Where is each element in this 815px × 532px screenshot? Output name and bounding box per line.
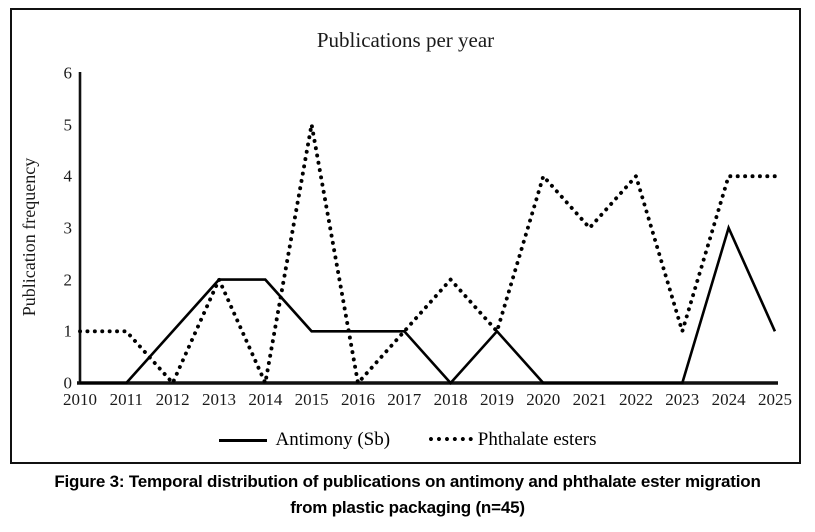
chart-title: Publications per year [316,28,495,52]
figure-caption-line2: from plastic packaging (n=45) [290,498,525,517]
chart-frame: Publications per year Publication freque… [10,8,801,464]
x-tick-label: 2019 [479,390,514,409]
legend-item-phthalate: •••••• Phthalate esters [428,429,596,451]
chart-legend: Antimony (Sb) •••••• Phthalate esters [0,429,815,451]
x-tick-label: 2011 [109,390,144,409]
dotted-line-swatch-icon: •••••• [428,430,476,449]
y-tick-label: 0 [63,373,73,393]
x-tick-label: 2022 [618,390,653,409]
solid-line-swatch-icon [218,438,267,442]
x-tick-label: 2014 [248,390,283,409]
y-tick-label: 1 [63,321,73,341]
y-tick-label: 6 [63,63,73,83]
legend-item-antimony: Antimony (Sb) [218,429,391,451]
y-tick-label: 4 [63,166,73,186]
x-tick-label: 2023 [665,390,700,409]
x-tick-label: 2025 [757,390,792,409]
legend-label-antimony: Antimony (Sb) [275,429,391,450]
x-tick-label: 2024 [711,390,746,409]
y-tick-label: 2 [63,270,73,290]
x-tick-label: 2020 [526,390,561,409]
x-tick-label: 2012 [155,390,190,409]
x-tick-label: 2010 [63,390,97,409]
x-tick-label: 2015 [294,390,329,409]
x-tick-label: 2016 [340,390,375,409]
figure-caption-line1: Figure 3: Temporal distribution of publi… [54,472,761,491]
legend-label-phthalate: Phthalate esters [477,429,597,450]
x-tick-label: 2013 [201,390,236,409]
x-tick-label: 2017 [387,390,422,409]
figure-caption: Figure 3: Temporal distribution of publi… [0,469,815,521]
y-tick-label: 5 [63,115,73,134]
y-tick-label: 3 [63,218,73,238]
antimony-line [80,224,777,385]
phthalate-line [78,122,777,385]
x-tick-label: 2021 [572,390,607,409]
x-tick-label: 2018 [433,390,468,409]
